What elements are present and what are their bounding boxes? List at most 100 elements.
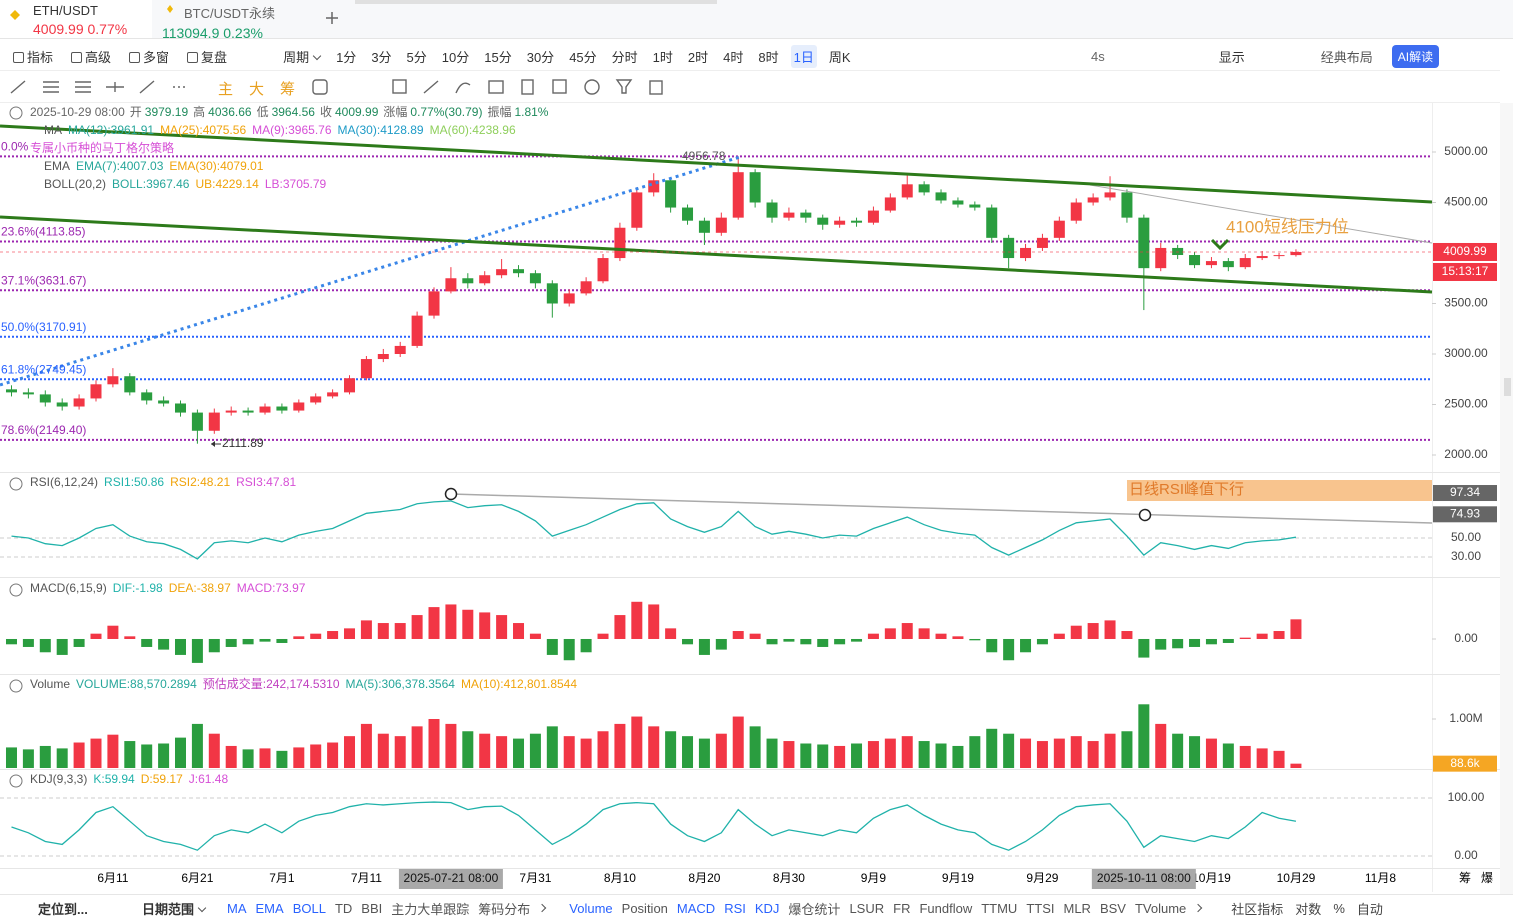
candle-body — [276, 406, 288, 411]
ai-button[interactable]: AI解读 — [1391, 45, 1440, 68]
candle-body — [107, 376, 119, 385]
indicator-toggle[interactable]: MLR — [1063, 900, 1091, 916]
indicator-toggle[interactable]: MACD — [676, 900, 716, 916]
interval-button[interactable]: 30分 — [526, 50, 555, 65]
macd-bar — [867, 633, 879, 639]
pane-legend: BOLL(20,2) BOLL:3967.46 UB:4229.14 LB:3705.… — [44, 177, 327, 191]
bottom-option[interactable]: 社区指标 — [1231, 901, 1284, 917]
indicator-toggle[interactable]: EMA — [255, 900, 284, 916]
candle-body — [1205, 261, 1217, 266]
bottom-option[interactable]: 对数 — [1295, 901, 1322, 917]
indicator-toggle[interactable]: BOLL — [292, 900, 326, 916]
y-tick-label: 5000.00 — [1444, 144, 1488, 158]
candle-body — [377, 353, 389, 360]
ohlc-label: 开 — [130, 105, 142, 119]
volume-bar — [513, 738, 525, 768]
candle-body — [90, 384, 102, 399]
indicator-toggle[interactable]: TD — [334, 900, 353, 916]
indicator-toggle[interactable]: 爆仓统计 — [788, 901, 841, 917]
indicator-toggle[interactable]: 筹码分布 — [478, 901, 531, 917]
y-tick-label: 3500.00 — [1444, 296, 1488, 310]
interval-button[interactable]: 周K — [828, 50, 851, 65]
tab-btc[interactable]: BTC/USDT永续 113094.9 0.23% — [162, 3, 275, 41]
macd-bar — [428, 607, 440, 639]
volume-bar — [107, 734, 119, 768]
display[interactable]: 显示 — [1218, 50, 1245, 65]
candle-body — [479, 275, 491, 284]
locate[interactable]: 定位到... — [38, 901, 88, 917]
tab-eth[interactable]: ETH/USDT 4009.99 0.77% — [33, 3, 127, 37]
macd-bar — [73, 638, 85, 647]
interval-button[interactable]: 3分 — [371, 50, 392, 65]
indicator-toggle[interactable]: Position — [621, 900, 668, 916]
bottom-option[interactable]: % — [1333, 900, 1345, 916]
candle-body — [1222, 261, 1234, 268]
value-tag: 97.34 — [1450, 485, 1480, 499]
indicator-toggle[interactable]: Volume — [569, 900, 613, 916]
toolbar-button[interactable]: 高级 — [68, 45, 114, 68]
interval-button[interactable]: 10分 — [441, 50, 470, 65]
interval-button[interactable]: 5分 — [406, 50, 427, 65]
x-tick-label: 8月30 — [773, 871, 805, 885]
indicator-toggle[interactable]: 主力大单跟踪 — [391, 901, 470, 917]
chevron — [312, 51, 322, 61]
legend-item: MA(5):306,378.3564 — [346, 677, 456, 691]
indicator-toggle[interactable]: MA — [227, 900, 247, 916]
legend-item: LB:3705.79 — [265, 177, 327, 191]
toolbar-button[interactable]: 多窗 — [126, 45, 172, 68]
scroll-thumb[interactable] — [1504, 378, 1511, 396]
indicator-toggle[interactable]: LSUR — [849, 900, 885, 916]
indicator-toggle[interactable]: TTMU — [981, 900, 1018, 916]
interval-button[interactable]: 4时 — [723, 50, 744, 65]
indicator-toggle[interactable]: Fundflow — [919, 900, 973, 916]
interval-button[interactable]: 分时 — [611, 50, 638, 65]
volume-bar — [1138, 704, 1150, 768]
indicator-toggle[interactable]: FR — [893, 900, 911, 916]
add-tab[interactable] — [326, 12, 338, 24]
channel-top — [0, 124, 1433, 204]
macd-bar — [90, 633, 102, 639]
indicator-line — [11, 500, 1297, 560]
period-menu[interactable]: 周期 — [280, 45, 323, 68]
date-range[interactable]: 日期范围 — [142, 901, 195, 917]
indicator-toggle[interactable]: TTSI — [1026, 900, 1055, 916]
indicator-toggle[interactable]: BBI — [361, 900, 383, 916]
interval-button[interactable]: 15分 — [484, 50, 512, 65]
candle-body — [1256, 256, 1268, 259]
indicator-toggle[interactable]: BSV — [1099, 900, 1126, 916]
refresh[interactable]: 4s — [1091, 49, 1105, 64]
draw-tool[interactable]: 筹 — [280, 81, 296, 98]
indicator-toggle[interactable]: KDJ — [754, 900, 780, 916]
indicator-toggle[interactable]: RSI — [724, 900, 746, 916]
draw-tool-icons[interactable] — [10, 79, 663, 95]
indicator-toggle[interactable]: TVolume — [1134, 900, 1187, 916]
toolbar-button[interactable]: 指标 — [10, 45, 56, 68]
volume-bar — [1087, 741, 1099, 768]
macd-bar — [715, 638, 727, 650]
toolbar-button[interactable]: 复盘 — [184, 45, 230, 68]
interval-button[interactable]: 1时 — [652, 50, 673, 65]
macd-bar — [631, 601, 643, 639]
interval-button[interactable]: 8时 — [758, 50, 779, 65]
volume-bar — [174, 737, 186, 768]
draw-tool[interactable]: 大 — [249, 81, 265, 98]
draw-tool[interactable]: 主 — [218, 81, 234, 98]
legend-item: MA(60):4238.96 — [430, 123, 516, 137]
macd-bar — [1087, 623, 1099, 639]
x-tick-label: 10月29 — [1277, 871, 1316, 885]
countdown-bg — [1433, 262, 1497, 281]
macd-bar — [800, 638, 812, 645]
bottom-option[interactable]: 自动 — [1356, 901, 1383, 917]
interval-button[interactable]: 1分 — [336, 50, 357, 65]
channel-bottom — [0, 215, 1433, 294]
interval-button[interactable]: 1日 — [790, 45, 817, 68]
interval-button[interactable]: 2时 — [687, 50, 709, 65]
collapse-icons[interactable] — [9, 106, 23, 788]
rsi-peak — [1138, 508, 1152, 522]
macd-bar — [259, 638, 271, 642]
scrollbar[interactable] — [1500, 103, 1513, 895]
layout[interactable]: 经典布局 — [1320, 50, 1373, 65]
macd-bar — [1222, 638, 1234, 643]
value-tag-bg — [1433, 506, 1497, 523]
interval-button[interactable]: 45分 — [569, 50, 597, 65]
